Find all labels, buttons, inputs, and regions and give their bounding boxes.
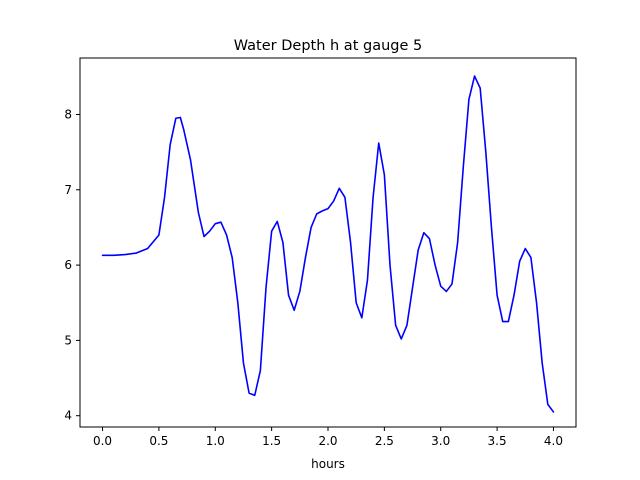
x-tick-label: 0.0	[93, 434, 112, 448]
x-tick-label: 3.0	[431, 434, 450, 448]
x-tick-label: 3.5	[488, 434, 507, 448]
series-line-0	[101, 75, 555, 413]
y-tick-label: 5	[64, 333, 72, 347]
x-tick-label: 1.5	[262, 434, 281, 448]
x-tick-label: 0.5	[149, 434, 168, 448]
x-tick-label: 2.0	[318, 434, 337, 448]
y-tick-label: 8	[64, 107, 72, 121]
x-tick-label: 4.0	[544, 434, 563, 448]
x-axis-label: hours	[311, 457, 345, 471]
y-tick-label: 7	[64, 183, 72, 197]
chart-title: Water Depth h at gauge 5	[234, 38, 422, 54]
y-tick-label: 4	[64, 409, 72, 423]
x-tick-label: 1.0	[206, 434, 225, 448]
x-tick-label: 2.5	[375, 434, 394, 448]
y-tick-label: 6	[64, 258, 72, 272]
plot-area: 0.0 0.5 1.0 1.5 2.0 2.5 3.0 3.5 4.0 4 5 6 7 8	[64, 57, 577, 448]
